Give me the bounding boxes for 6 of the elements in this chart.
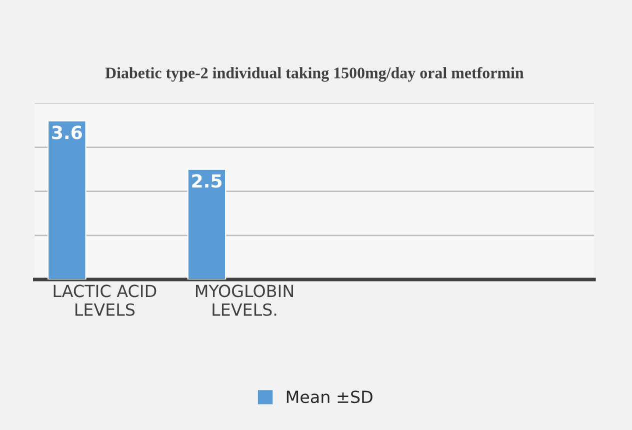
legend-label: Mean ±SD [286,390,372,404]
x-tick-label: MYOGLOBIN LEVELS. [196,284,294,316]
x-tick-label: LACTIC ACID LEVELS [54,284,156,316]
data-label: 2.5 [192,174,222,188]
chart-title: Diabetic type-2 individual taking 1500mg/day oral metformin [105,66,524,82]
data-label: 3.6 [52,126,82,140]
